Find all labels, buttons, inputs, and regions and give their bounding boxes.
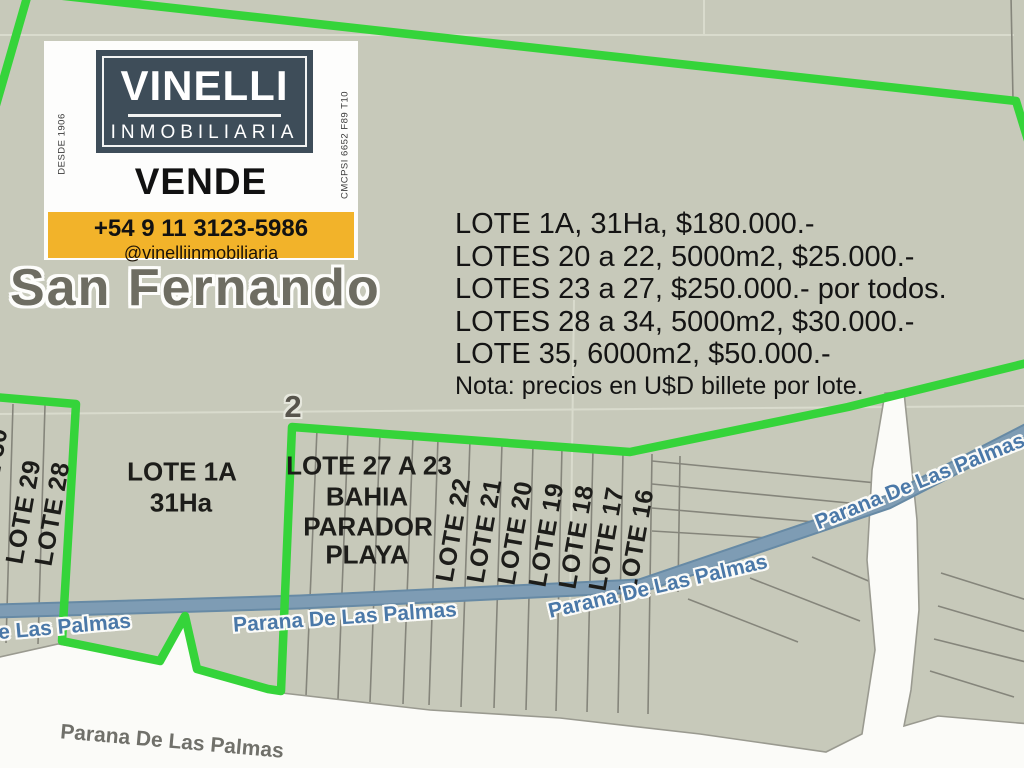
logo-inner-border bbox=[102, 56, 307, 147]
price-line: LOTES 20 a 22, 5000m2, $25.000.- bbox=[455, 240, 915, 273]
logo-divider bbox=[128, 114, 281, 117]
map-label-lote-1a: LOTE 1A bbox=[127, 456, 237, 487]
price-line: LOTES 28 a 34, 5000m2, $30.000.- bbox=[455, 305, 915, 338]
social-handle: @vinelliinmobiliaria bbox=[123, 243, 279, 263]
city-label: San Fernando bbox=[10, 259, 381, 317]
river-band bbox=[0, 423, 1024, 619]
price-list: LOTE 1A, 31Ha, $180.000.- LOTES 20 a 22,… bbox=[455, 208, 947, 401]
price-line: LOTES 23 a 27, $250.000.- por todos. bbox=[455, 273, 947, 305]
boundary-green bbox=[0, 0, 1024, 696]
agency-type: INMOBILIARIA bbox=[110, 122, 299, 143]
map-label-block-parador: PARADOR bbox=[303, 511, 433, 542]
map-label-block-playa: PLAYA bbox=[325, 539, 409, 570]
phone-number: +54 9 11 3123-5986 bbox=[93, 215, 309, 242]
map-label-block-bahia: BAHIA bbox=[325, 481, 409, 512]
contact-bar: +54 9 11 3123-5986 @vinelliinmobiliaria bbox=[48, 212, 354, 263]
since-label: DESDE 1906 bbox=[56, 113, 68, 175]
agency-card: VINELLI INMOBILIARIA VENDE +54 9 11 3123… bbox=[44, 41, 358, 263]
vende-label: VENDE bbox=[134, 161, 268, 202]
agency-name: VINELLI bbox=[120, 62, 289, 109]
map-label-lote-1a-area: 31Ha bbox=[149, 487, 213, 518]
map-label-block-range: LOTE 27 A 23 bbox=[286, 450, 452, 481]
price-note: Nota: precios en U$D billete por lote. bbox=[455, 371, 864, 400]
agency-logo: VINELLI INMOBILIARIA bbox=[96, 50, 313, 153]
price-line: LOTE 1A, 31Ha, $180.000.- bbox=[455, 208, 815, 240]
registration-label: CMCPSI 6652 F89 T10 bbox=[339, 90, 351, 200]
map-marker-2: 2 bbox=[284, 389, 302, 424]
price-line: LOTE 35, 6000m2, $50.000.- bbox=[455, 338, 831, 370]
